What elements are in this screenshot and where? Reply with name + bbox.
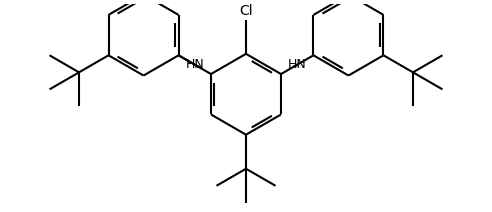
- Text: HN: HN: [288, 58, 307, 71]
- Text: HN: HN: [185, 58, 204, 71]
- Text: Cl: Cl: [239, 4, 253, 18]
